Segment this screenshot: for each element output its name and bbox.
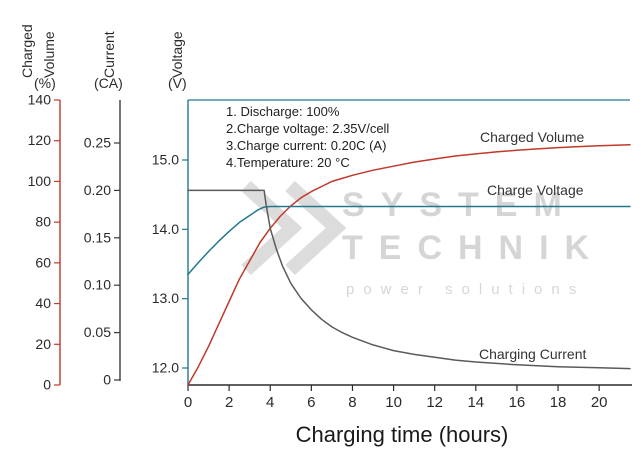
volume-tick-label: 100: [28, 173, 52, 189]
axis-titles: Charged Volume (%) Current (CA) Voltage …: [19, 24, 508, 447]
voltage-tick-label: 15.0: [152, 152, 179, 168]
x-tick-label: 8: [348, 394, 356, 411]
volume-tick-label: 120: [28, 132, 52, 148]
volume-tick-label: 80: [35, 214, 51, 230]
watermark: SYSTEM TECHNIK power solutions: [241, 180, 605, 298]
volume-axis-title-word1: Charged: [19, 24, 35, 78]
voltage-axis-title: Voltage: [169, 31, 185, 78]
x-tick-label: 18: [550, 394, 567, 411]
current-tick-label: 0: [103, 372, 111, 388]
watermark-tagline: power solutions: [346, 281, 585, 298]
current-tick-label: 0.25: [84, 135, 111, 151]
x-tick-label: 20: [591, 394, 608, 411]
annotation-line-2: 2.Charge voltage: 2.35V/cell: [226, 121, 389, 136]
x-tick-label: 14: [467, 394, 484, 411]
watermark-chevron-icon: [241, 180, 303, 276]
x-tick-label: 6: [307, 394, 315, 411]
x-tick-label: 10: [385, 394, 402, 411]
watermark-line1: SYSTEM: [342, 186, 578, 224]
x-tick-label: 12: [426, 394, 443, 411]
current-tick-label: 0.05: [84, 324, 111, 340]
annotation-line-1: 1. Discharge: 100%: [226, 104, 340, 119]
x-tick-label: 16: [509, 394, 526, 411]
current-axis-unit: (CA): [94, 75, 123, 91]
annotation-line-3: 3.Charge current: 0.20C (A): [226, 138, 386, 153]
x-tick-label: 4: [266, 394, 274, 411]
curve-charging-current: [187, 189, 631, 370]
volume-tick-label: 60: [35, 254, 51, 270]
voltage-tick-label: 12.0: [152, 360, 179, 376]
volume-axis-title-word2: Volume: [41, 31, 57, 78]
watermark-line2: TECHNIK: [342, 229, 605, 267]
label-charge-voltage: Charge Voltage: [487, 182, 584, 198]
watermark-chevron-icon: [285, 180, 347, 276]
current-tick-label: 0.10: [84, 277, 111, 293]
annotation-line-4: 4.Temperature: 20 °C: [226, 155, 350, 170]
x-tick-label: 0: [184, 394, 192, 411]
voltage-tick-label: 13.0: [152, 290, 179, 306]
current-tick-label: 0.20: [84, 182, 111, 198]
volume-tick-label: 20: [35, 336, 51, 352]
voltage-axis-unit: (V): [168, 75, 187, 91]
volume-tick-label: 40: [35, 295, 51, 311]
current-tick-label: 0.15: [84, 229, 111, 245]
volume-tick-label: 0: [43, 377, 51, 393]
current-axis-title: Current: [101, 31, 117, 78]
curve-charged-volume: [187, 144, 631, 386]
curves: [187, 144, 631, 386]
curve-labels: Charged Volume Charge Voltage Charging C…: [479, 129, 586, 362]
label-charging-current: Charging Current: [479, 346, 586, 362]
volume-tick-label: 140: [28, 92, 52, 108]
x-tick-label: 2: [225, 394, 233, 411]
volume-axis-unit: (%): [34, 75, 56, 91]
label-charged-volume: Charged Volume: [480, 129, 585, 145]
x-axis-title: Charging time (hours): [296, 422, 509, 447]
voltage-tick-label: 14.0: [152, 221, 179, 237]
test-conditions: 1. Discharge: 100% 2.Charge voltage: 2.3…: [226, 104, 389, 170]
axes: 0 2 4 6 8 10 12 14 16 18 20 0 20 40 60 80 100 120 140 0 0.05…: [28, 92, 632, 411]
